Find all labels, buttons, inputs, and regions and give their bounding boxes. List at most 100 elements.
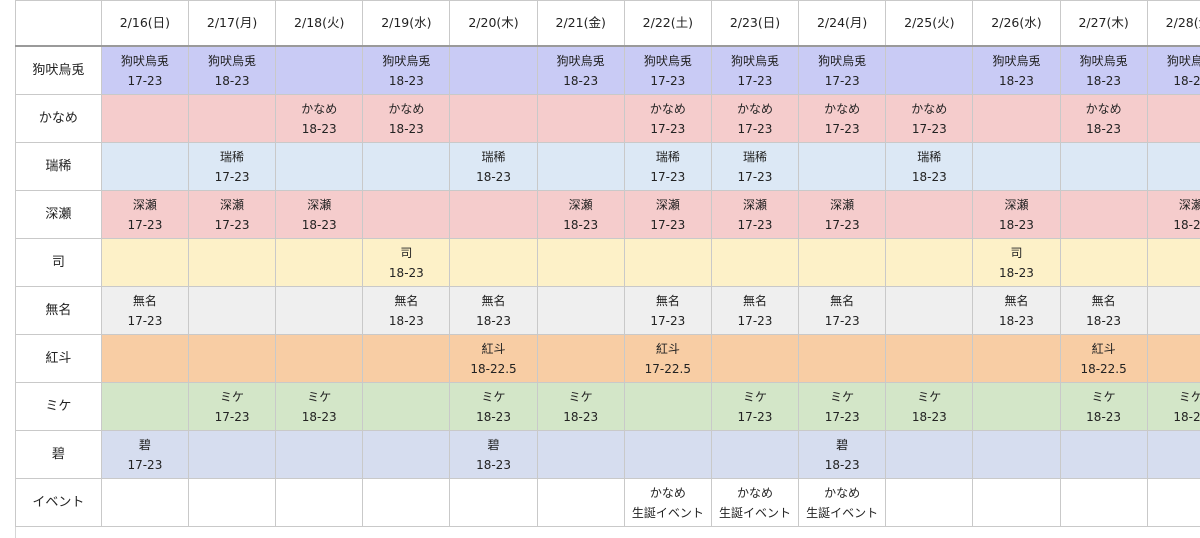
schedule-cell[interactable]: 無名 17-23 — [100, 286, 189, 335]
schedule-cell[interactable] — [885, 286, 974, 335]
schedule-cell[interactable]: 無名 17-23 — [710, 286, 800, 335]
schedule-cell[interactable] — [362, 334, 451, 383]
schedule-cell[interactable] — [275, 238, 364, 287]
row-label[interactable]: 紅斗 — [15, 334, 102, 383]
row-label[interactable]: 碧 — [15, 430, 102, 479]
schedule-cell[interactable] — [449, 94, 538, 143]
schedule-cell[interactable]: かなめ 生誕イベント — [710, 478, 800, 527]
row-label[interactable]: かなめ — [15, 94, 102, 143]
schedule-cell[interactable] — [275, 142, 364, 191]
schedule-cell[interactable]: ミケ 18-23 — [885, 382, 974, 431]
schedule-cell[interactable]: かなめ 18-23 — [362, 94, 451, 143]
schedule-cell[interactable] — [362, 190, 451, 239]
schedule-cell[interactable] — [100, 94, 189, 143]
schedule-cell[interactable]: かなめ 17-23 — [885, 94, 974, 143]
date-header[interactable]: 2/19(水) — [362, 0, 451, 47]
schedule-cell[interactable]: 狗吠烏兎 17-23 — [623, 45, 712, 95]
row-label[interactable]: ミケ — [15, 382, 102, 431]
schedule-cell[interactable] — [885, 238, 974, 287]
schedule-cell[interactable]: かなめ 17-23 — [798, 94, 887, 143]
schedule-cell[interactable] — [275, 430, 364, 479]
schedule-cell[interactable] — [972, 430, 1061, 479]
schedule-cell[interactable] — [362, 430, 451, 479]
schedule-cell[interactable] — [449, 238, 538, 287]
schedule-cell[interactable] — [536, 334, 625, 383]
schedule-cell[interactable] — [710, 334, 800, 383]
schedule-cell[interactable]: 瑞稀 17-23 — [623, 142, 712, 191]
date-header[interactable]: 2/22(土) — [623, 0, 712, 47]
date-header[interactable]: 2/16(日) — [100, 0, 189, 47]
schedule-cell[interactable]: 狗吠烏兎 17-23 — [798, 45, 887, 95]
schedule-cell[interactable]: かなめ 17-23 — [623, 94, 712, 143]
schedule-cell[interactable] — [275, 286, 364, 335]
schedule-cell[interactable] — [187, 286, 277, 335]
date-header[interactable]: 2/21(金) — [536, 0, 625, 47]
schedule-cell[interactable] — [187, 430, 277, 479]
schedule-cell[interactable] — [536, 478, 625, 527]
schedule-cell[interactable]: 深瀬 18-23 — [275, 190, 364, 239]
schedule-cell[interactable] — [187, 334, 277, 383]
date-header[interactable]: 2/28(金) — [1146, 0, 1200, 47]
schedule-cell[interactable]: 深瀬 17-23 — [187, 190, 277, 239]
schedule-cell[interactable]: 司 18-23 — [362, 238, 451, 287]
schedule-cell[interactable]: 深瀬 18-23 — [1146, 190, 1200, 239]
schedule-cell[interactable]: ミケ 18-23 — [536, 382, 625, 431]
schedule-cell[interactable] — [100, 478, 189, 527]
schedule-cell[interactable] — [275, 478, 364, 527]
schedule-cell[interactable] — [710, 238, 800, 287]
date-header[interactable]: 2/20(木) — [449, 0, 538, 47]
schedule-cell[interactable]: 紅斗 17-22.5 — [623, 334, 712, 383]
schedule-cell[interactable] — [885, 45, 974, 95]
schedule-cell[interactable]: かなめ 生誕イベント — [623, 478, 712, 527]
row-label[interactable]: イベント — [15, 478, 102, 527]
schedule-cell[interactable] — [187, 94, 277, 143]
schedule-cell[interactable] — [100, 238, 189, 287]
schedule-cell[interactable] — [1059, 142, 1148, 191]
schedule-cell[interactable]: 瑞稀 18-23 — [885, 142, 974, 191]
schedule-cell[interactable]: ミケ 17-23 — [710, 382, 800, 431]
schedule-cell[interactable]: かなめ 18-23 — [1059, 94, 1148, 143]
row-label[interactable]: 瑞稀 — [15, 142, 102, 191]
date-header[interactable]: 2/24(月) — [798, 0, 887, 47]
schedule-cell[interactable] — [798, 238, 887, 287]
schedule-cell[interactable] — [275, 334, 364, 383]
schedule-cell[interactable] — [798, 142, 887, 191]
schedule-cell[interactable] — [972, 478, 1061, 527]
schedule-cell[interactable] — [1146, 334, 1200, 383]
schedule-cell[interactable] — [885, 430, 974, 479]
schedule-cell[interactable] — [885, 334, 974, 383]
schedule-cell[interactable]: 深瀬 18-23 — [536, 190, 625, 239]
schedule-cell[interactable]: 狗吠烏兎 18-23 — [972, 45, 1061, 95]
schedule-cell[interactable] — [536, 238, 625, 287]
schedule-cell[interactable] — [972, 382, 1061, 431]
schedule-cell[interactable] — [1059, 238, 1148, 287]
schedule-cell[interactable] — [100, 142, 189, 191]
schedule-cell[interactable]: 狗吠烏兎 17-23 — [710, 45, 800, 95]
schedule-cell[interactable] — [1146, 430, 1200, 479]
schedule-cell[interactable]: 深瀬 18-23 — [972, 190, 1061, 239]
date-header[interactable]: 2/17(月) — [187, 0, 277, 47]
schedule-cell[interactable] — [1059, 478, 1148, 527]
schedule-cell[interactable] — [1146, 142, 1200, 191]
schedule-cell[interactable] — [362, 382, 451, 431]
schedule-cell[interactable] — [885, 478, 974, 527]
schedule-cell[interactable]: ミケ 17-23 — [187, 382, 277, 431]
schedule-cell[interactable] — [275, 45, 364, 95]
schedule-cell[interactable] — [623, 238, 712, 287]
schedule-cell[interactable]: かなめ 18-23 — [275, 94, 364, 143]
schedule-cell[interactable] — [972, 94, 1061, 143]
schedule-cell[interactable] — [885, 190, 974, 239]
schedule-cell[interactable]: ミケ 18-23 — [449, 382, 538, 431]
schedule-cell[interactable]: 狗吠烏兎 17-23 — [100, 45, 189, 95]
schedule-cell[interactable] — [1059, 190, 1148, 239]
schedule-cell[interactable]: ミケ 17-23 — [798, 382, 887, 431]
schedule-cell[interactable]: 無名 17-23 — [798, 286, 887, 335]
schedule-cell[interactable]: 深瀬 17-23 — [710, 190, 800, 239]
schedule-cell[interactable]: 無名 18-23 — [362, 286, 451, 335]
schedule-cell[interactable]: 狗吠烏兎 18-23 — [362, 45, 451, 95]
schedule-cell[interactable] — [187, 478, 277, 527]
schedule-cell[interactable] — [710, 430, 800, 479]
schedule-cell[interactable] — [449, 478, 538, 527]
schedule-cell[interactable]: 無名 18-23 — [1059, 286, 1148, 335]
schedule-cell[interactable] — [449, 45, 538, 95]
